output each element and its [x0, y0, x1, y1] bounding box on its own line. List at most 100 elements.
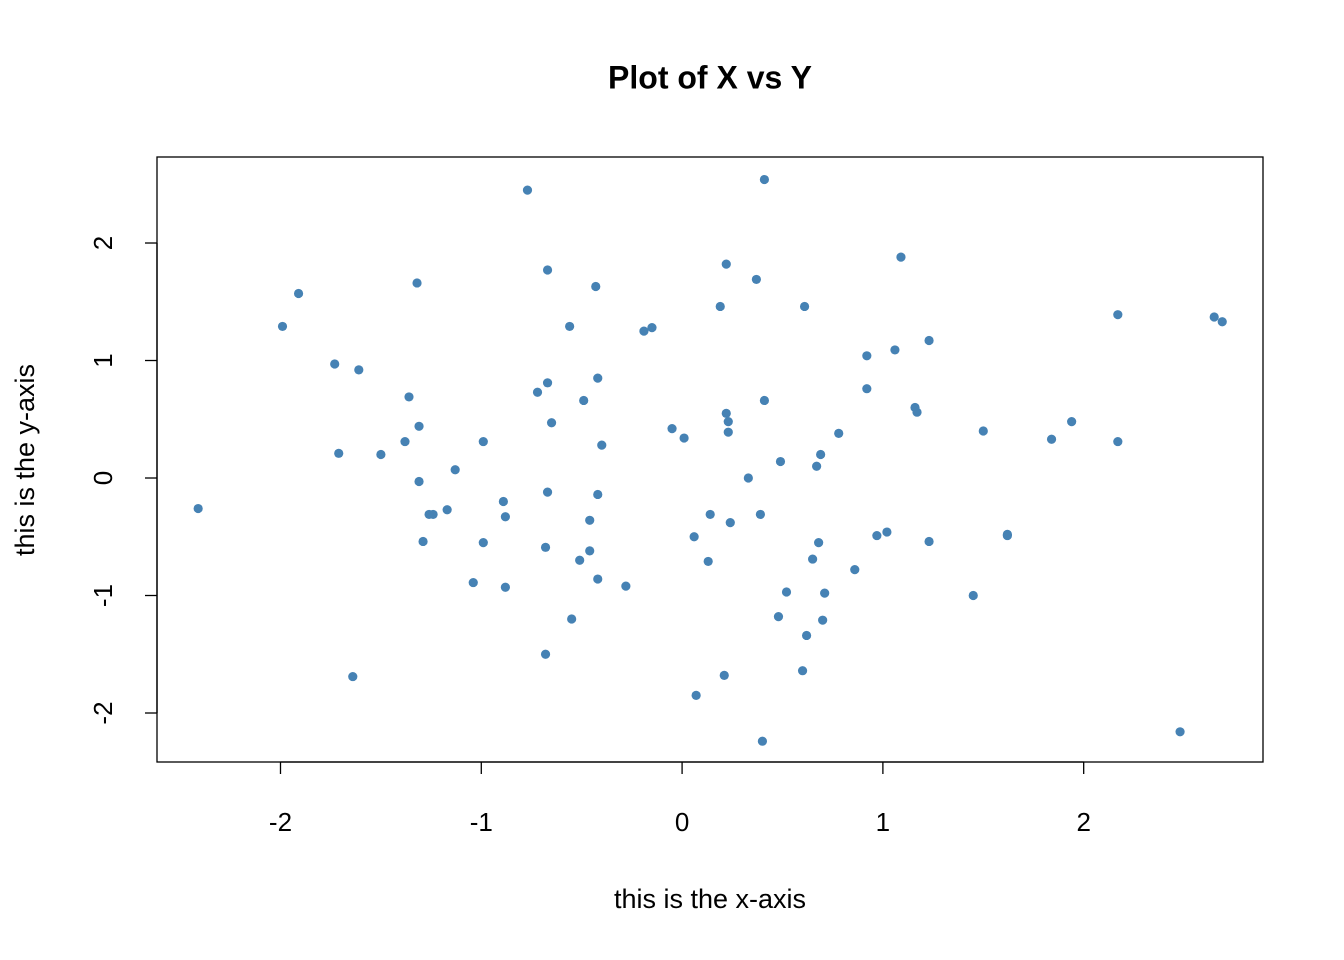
point: [404, 392, 414, 402]
point: [621, 581, 631, 591]
point: [725, 518, 735, 528]
point: [723, 417, 733, 427]
point: [862, 384, 872, 394]
point: [667, 424, 677, 434]
point: [597, 440, 607, 450]
point: [293, 288, 304, 299]
y-tick-label: 2: [88, 236, 118, 250]
point: [924, 335, 934, 346]
point: [978, 426, 988, 436]
point: [1209, 312, 1219, 322]
point: [721, 259, 731, 269]
point: [334, 448, 344, 458]
y-axis-label: this is the y-axis: [10, 364, 40, 556]
point: [703, 556, 713, 567]
point: [1113, 436, 1123, 447]
point: [532, 387, 543, 397]
chart-title: Plot of X vs Y: [608, 59, 812, 95]
point: [820, 588, 830, 598]
point: [567, 614, 577, 624]
point: [579, 395, 589, 406]
point: [924, 536, 934, 547]
x-tick-label: -1: [470, 807, 493, 837]
point: [781, 587, 792, 597]
point: [816, 449, 826, 460]
point: [542, 378, 553, 388]
point: [330, 359, 340, 369]
point: [500, 582, 510, 592]
point: [801, 630, 812, 641]
point: [478, 436, 488, 447]
x-tick-label: 1: [876, 807, 890, 837]
point: [565, 321, 575, 332]
point: [968, 590, 978, 601]
x-tick-label: -2: [269, 807, 292, 837]
point: [376, 449, 386, 460]
point: [478, 538, 488, 548]
point: [428, 509, 438, 520]
point: [797, 666, 808, 676]
point: [721, 408, 731, 418]
point: [912, 407, 922, 417]
point: [834, 428, 844, 438]
point: [542, 487, 553, 497]
y-tick-label: 1: [88, 353, 118, 367]
point: [862, 351, 872, 361]
point: [1002, 530, 1012, 541]
point: [542, 265, 553, 275]
point: [418, 536, 428, 547]
point: [575, 555, 585, 565]
point: [450, 465, 460, 475]
point: [890, 345, 900, 355]
point: [751, 274, 761, 285]
point: [759, 395, 770, 406]
point: [412, 278, 422, 288]
point: [414, 476, 424, 487]
point: [689, 532, 699, 542]
point: [193, 503, 203, 514]
point: [850, 565, 860, 575]
point: [585, 515, 595, 525]
point: [585, 546, 595, 556]
point: [639, 326, 649, 336]
point: [647, 323, 657, 333]
x-tick-label: 2: [1076, 807, 1090, 837]
point: [546, 418, 557, 428]
point: [759, 174, 770, 185]
point: [775, 456, 786, 467]
point: [468, 577, 478, 588]
point: [773, 612, 784, 622]
x-tick-label: 0: [675, 807, 689, 837]
point: [715, 301, 725, 312]
point: [755, 509, 766, 520]
point: [719, 670, 729, 681]
point: [540, 542, 551, 552]
point: [348, 671, 358, 682]
point: [500, 512, 510, 522]
point: [277, 321, 288, 332]
point: [540, 649, 551, 659]
point: [679, 433, 689, 443]
point: [522, 185, 533, 195]
point: [818, 615, 828, 625]
point: [799, 301, 810, 312]
y-tick-label: -1: [88, 584, 118, 607]
point: [691, 690, 701, 700]
point: [498, 496, 508, 507]
point: [593, 574, 603, 584]
point: [354, 365, 364, 375]
y-tick-label: 0: [88, 471, 118, 485]
point: [705, 509, 715, 520]
point: [593, 489, 603, 500]
point: [1046, 434, 1057, 444]
point: [1067, 417, 1077, 427]
y-tick-label: -2: [88, 701, 118, 724]
point: [442, 505, 452, 515]
point: [593, 373, 603, 383]
point: [814, 538, 824, 548]
point: [757, 736, 768, 746]
point: [414, 421, 424, 431]
